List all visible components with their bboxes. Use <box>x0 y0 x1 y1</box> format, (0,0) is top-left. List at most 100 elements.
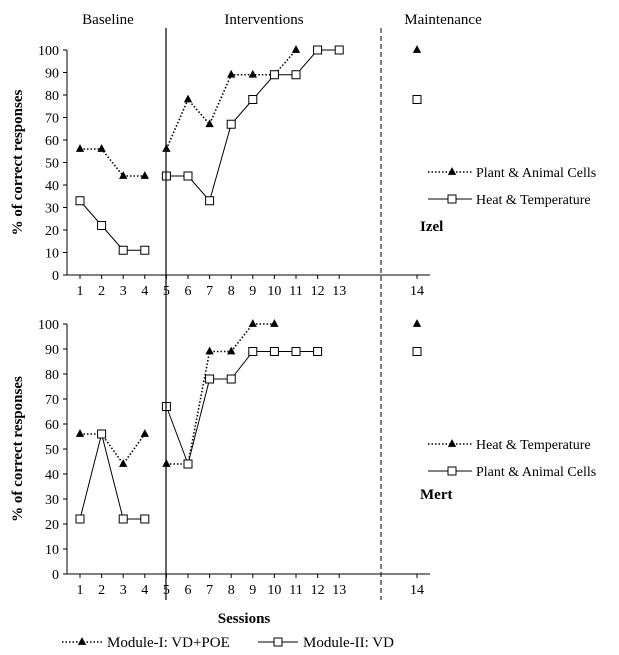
data-point <box>227 69 236 78</box>
data-point <box>205 346 214 355</box>
panel-mert: 0102030405060708090100123456789101112131… <box>10 318 596 598</box>
y-tick-label: 20 <box>45 518 59 533</box>
data-point <box>248 319 257 327</box>
data-point <box>334 45 344 55</box>
y-axis-label: % of correct responses <box>10 376 26 522</box>
x-tick-label: 3 <box>120 583 127 598</box>
data-point <box>118 245 128 255</box>
y-tick-label: 80 <box>45 368 59 383</box>
x-tick-label: 8 <box>228 583 235 598</box>
y-tick-label: 20 <box>45 224 59 239</box>
x-tick-label: 2 <box>98 284 105 299</box>
y-tick-label: 0 <box>52 568 59 583</box>
data-point <box>118 514 128 524</box>
phase-label-interventions: Interventions <box>224 12 303 28</box>
participant-name: Mert <box>420 487 452 503</box>
panel-legend: Heat & Temperature Plant & Animal Cells <box>428 438 596 480</box>
x-tick-label: 1 <box>77 583 84 598</box>
data-point <box>412 319 422 327</box>
legend-marker <box>447 167 457 175</box>
data-point <box>227 346 236 355</box>
data-point <box>119 171 128 179</box>
y-tick-label: 10 <box>45 543 59 558</box>
y-tick-label: 40 <box>45 179 59 194</box>
series-line <box>166 323 275 465</box>
data-point <box>75 144 85 152</box>
x-tick-label: 1 <box>77 284 84 299</box>
x-tick-label: 6 <box>185 583 192 598</box>
data-point <box>205 196 215 206</box>
data-point <box>226 119 236 129</box>
y-tick-label: 70 <box>45 112 59 127</box>
y-tick-label: 40 <box>45 468 59 483</box>
bottom-legend-marker <box>273 637 283 647</box>
data-point <box>412 45 422 53</box>
x-tick-label: 12 <box>311 284 325 299</box>
panel-legend: Plant & Animal Cells Heat & Temperature <box>428 166 596 208</box>
data-point <box>205 374 215 384</box>
data-point <box>119 459 128 467</box>
x-tick-label: 14 <box>410 284 424 299</box>
data-point <box>291 45 301 53</box>
data-point <box>183 459 193 469</box>
series-line <box>80 433 146 466</box>
data-point <box>291 70 301 80</box>
panel-izel: 0102030405060708090100123456789101112131… <box>10 44 596 299</box>
data-point <box>313 45 323 55</box>
data-point <box>75 196 85 206</box>
x-tick-label: 13 <box>332 583 346 598</box>
data-point <box>412 347 422 356</box>
bottom-legend-label: Module-I: VD+POE <box>107 635 230 651</box>
y-tick-label: 90 <box>45 343 59 358</box>
data-point <box>97 429 107 439</box>
series-triangle <box>75 319 422 467</box>
legend-label: Plant & Animal Cells <box>476 465 596 480</box>
y-tick-label: 60 <box>45 418 59 433</box>
y-tick-label: 80 <box>45 89 59 104</box>
phase-label-baseline: Baseline <box>82 12 134 28</box>
data-point <box>140 514 150 524</box>
series-triangle <box>75 45 422 179</box>
x-tick-label: 14 <box>410 583 424 598</box>
data-point <box>248 95 258 104</box>
data-point <box>248 347 258 356</box>
series-line <box>165 351 318 466</box>
series-line <box>79 200 145 251</box>
x-tick-label: 13 <box>332 284 346 299</box>
data-point <box>140 171 149 179</box>
y-tick-label: 70 <box>45 393 59 408</box>
data-point <box>248 69 257 78</box>
x-tick-label: 10 <box>267 284 281 299</box>
x-tick-label: 10 <box>267 583 281 598</box>
legend-label: Heat & Temperature <box>476 438 591 453</box>
y-tick-label: 60 <box>45 134 59 149</box>
data-point <box>270 319 279 327</box>
x-tick-label: 11 <box>289 284 302 299</box>
x-tick-label: 9 <box>249 583 256 598</box>
data-point <box>291 347 301 356</box>
phase-labels: Baseline Interventions Maintenance <box>82 12 482 28</box>
legend-label: Plant & Animal Cells <box>476 166 596 181</box>
data-point <box>140 245 150 255</box>
bottom-legend-marker <box>77 637 87 645</box>
x-tick-label: 4 <box>141 583 148 598</box>
legend-marker <box>447 466 457 476</box>
data-point <box>205 119 214 128</box>
bottom-legend: Module-I: VD+POE Module-II: VD <box>62 635 394 651</box>
data-point <box>412 95 422 104</box>
legend-label: Heat & Temperature <box>476 193 591 208</box>
x-tick-label: 7 <box>206 284 213 299</box>
x-axis-label: Sessions <box>218 611 271 627</box>
x-tick-label: 2 <box>98 583 105 598</box>
y-tick-label: 100 <box>38 44 59 59</box>
series-line <box>80 148 145 177</box>
x-tick-label: 11 <box>289 583 302 598</box>
y-tick-label: 90 <box>45 67 59 82</box>
legend-marker <box>447 439 457 447</box>
data-point <box>183 171 193 181</box>
y-tick-label: 30 <box>45 493 59 508</box>
series-square <box>75 347 422 524</box>
x-tick-label: 3 <box>120 284 127 299</box>
data-point <box>226 374 236 384</box>
